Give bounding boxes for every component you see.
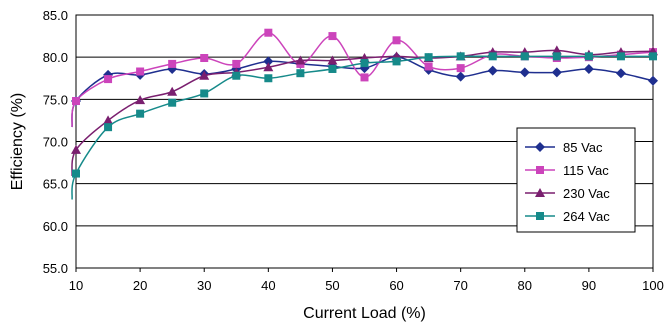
data-point bbox=[104, 75, 113, 84]
data-point bbox=[136, 109, 145, 118]
data-point bbox=[72, 169, 80, 178]
data-point bbox=[648, 75, 658, 86]
data-point bbox=[72, 97, 80, 106]
data-point bbox=[232, 59, 241, 68]
y-tick-label: 85.0 bbox=[43, 8, 68, 23]
data-point bbox=[520, 52, 529, 61]
series-lines bbox=[71, 28, 658, 200]
legend-item: 115 Vac bbox=[525, 163, 609, 178]
data-point bbox=[327, 55, 338, 65]
y-tick-label: 65.0 bbox=[43, 177, 68, 192]
data-point bbox=[167, 86, 178, 96]
data-point bbox=[616, 52, 625, 61]
x-tick-label: 20 bbox=[133, 278, 147, 293]
data-point bbox=[424, 62, 433, 71]
y-axis-label: Efficiency (%) bbox=[9, 93, 26, 191]
legend-label: 230 Vac bbox=[563, 186, 610, 201]
data-point bbox=[104, 123, 113, 132]
legend-marker bbox=[536, 212, 544, 220]
x-axis-label: Current Load (%) bbox=[303, 305, 426, 322]
legend-marker bbox=[536, 166, 544, 174]
data-point bbox=[264, 28, 273, 37]
y-tick-label: 75.0 bbox=[43, 92, 68, 107]
data-point bbox=[71, 144, 81, 154]
series-115-vac bbox=[71, 28, 657, 128]
data-point bbox=[263, 62, 274, 72]
legend: 85 Vac 115 Vac 230 Vac 264 Vac bbox=[516, 127, 636, 233]
data-point bbox=[168, 98, 177, 107]
data-point bbox=[487, 65, 498, 76]
x-tick-label: 30 bbox=[197, 278, 211, 293]
data-point bbox=[392, 36, 401, 45]
data-point bbox=[263, 56, 274, 67]
legend-marker bbox=[535, 142, 545, 152]
data-point bbox=[584, 52, 593, 61]
data-point bbox=[136, 67, 145, 76]
data-point bbox=[649, 52, 657, 61]
x-tick-label: 70 bbox=[453, 278, 467, 293]
y-tick-label: 55.0 bbox=[43, 261, 68, 276]
data-point bbox=[103, 115, 114, 125]
x-tick-label: 80 bbox=[518, 278, 532, 293]
data-point bbox=[392, 57, 401, 66]
data-point bbox=[552, 52, 561, 61]
data-point bbox=[295, 55, 306, 65]
legend-item: 264 Vac bbox=[525, 209, 610, 224]
x-tick-label: 100 bbox=[642, 278, 664, 293]
data-point bbox=[360, 59, 369, 68]
y-axis-ticks: 55.0 60.0 65.0 70.0 75.0 80.0 85.0 bbox=[43, 8, 68, 276]
data-point bbox=[199, 70, 210, 80]
legend-label: 264 Vac bbox=[563, 209, 610, 224]
data-point bbox=[135, 95, 146, 105]
data-point bbox=[296, 69, 305, 78]
data-point bbox=[551, 67, 562, 78]
y-tick-label: 60.0 bbox=[43, 219, 68, 234]
data-point bbox=[519, 67, 530, 78]
legend-label: 115 Vac bbox=[563, 163, 609, 178]
series-264-vac bbox=[71, 52, 657, 200]
data-point bbox=[615, 68, 626, 79]
data-point bbox=[328, 64, 337, 73]
data-point bbox=[583, 63, 594, 74]
data-point bbox=[168, 59, 177, 68]
data-point bbox=[455, 71, 466, 82]
x-axis-ticks: 10 20 30 40 50 60 70 80 90 100 bbox=[69, 268, 664, 293]
legend-marker bbox=[535, 188, 545, 197]
plot-frame bbox=[75, 14, 654, 269]
y-tick-label: 70.0 bbox=[43, 135, 68, 150]
data-point bbox=[264, 74, 273, 83]
x-tick-label: 10 bbox=[69, 278, 83, 293]
data-point bbox=[551, 45, 562, 55]
data-point bbox=[200, 54, 209, 63]
legend-label: 85 Vac bbox=[563, 140, 603, 155]
data-point bbox=[424, 53, 433, 62]
data-point bbox=[360, 73, 369, 82]
data-point bbox=[488, 52, 497, 61]
data-point bbox=[456, 52, 465, 61]
data-point bbox=[359, 63, 370, 74]
data-point bbox=[232, 71, 241, 80]
x-tick-label: 60 bbox=[389, 278, 403, 293]
data-point bbox=[200, 89, 209, 98]
legend-item: 85 Vac bbox=[525, 140, 603, 155]
y-tick-label: 80.0 bbox=[43, 50, 68, 65]
data-point bbox=[328, 32, 337, 41]
x-tick-label: 50 bbox=[325, 278, 339, 293]
x-tick-label: 40 bbox=[261, 278, 275, 293]
data-point bbox=[456, 64, 465, 73]
legend-item: 230 Vac bbox=[525, 186, 610, 201]
x-tick-label: 90 bbox=[582, 278, 596, 293]
